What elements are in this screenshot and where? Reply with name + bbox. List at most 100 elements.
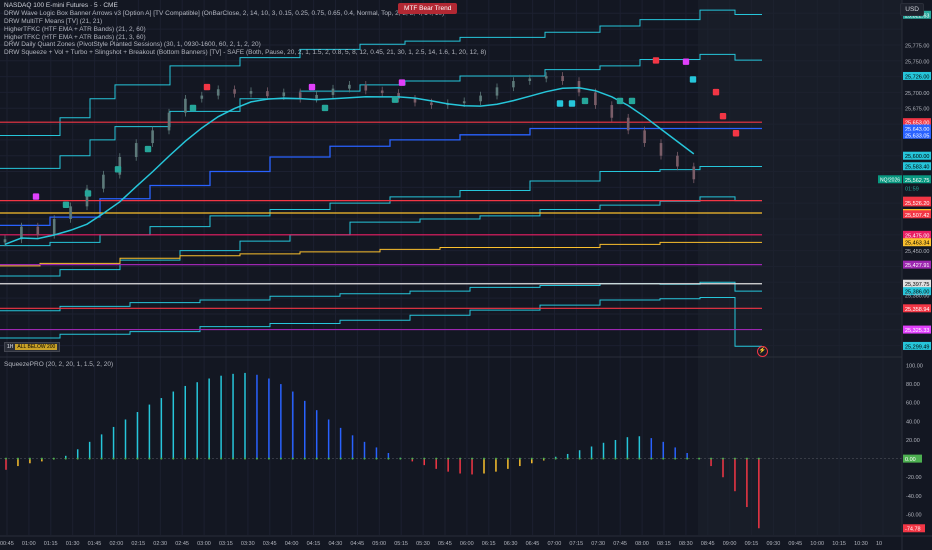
candle-body xyxy=(298,92,302,99)
indicator-htfkc-2[interactable]: HigherTFKC (HTF EMA + ATR Bands) (21, 2,… xyxy=(4,25,146,33)
squeeze-dot xyxy=(160,457,163,460)
time-label: 08:00 xyxy=(635,541,649,547)
osc-label: 80.00 xyxy=(906,382,920,388)
time-label: 09:45 xyxy=(788,541,802,547)
candle-body xyxy=(3,239,7,243)
candle-body xyxy=(544,75,548,79)
squeezepro-title[interactable]: SqueezePRO (20, 2, 20, 1, 1.5, 2, 20) xyxy=(4,361,114,368)
squeeze-dot xyxy=(375,457,378,460)
candle-body xyxy=(36,226,40,235)
price-label-bg xyxy=(903,175,931,184)
time-label: 10 xyxy=(876,541,882,547)
price-label: 25,633.05 xyxy=(905,133,929,139)
time-label: 06:15 xyxy=(482,541,496,547)
upper-keltner-3 xyxy=(0,9,762,136)
time-axis[interactable]: 00:45 01:00 01:15 01:30 01:45 02:00 02:15 02:30… xyxy=(0,541,882,547)
price-label: 25,775.00 xyxy=(905,43,929,49)
signal-marker xyxy=(84,190,92,197)
squeeze-dot xyxy=(745,457,748,460)
ema-line xyxy=(4,87,695,246)
squeeze-dot xyxy=(5,457,7,460)
candle-body xyxy=(167,112,171,131)
price-axis[interactable]: 25,822.63 25,775.00 25,750.00 25,726.00 25,7… xyxy=(878,10,931,351)
price-label: 25,526.20 xyxy=(905,201,929,207)
candle-body xyxy=(249,91,253,94)
signal-marker xyxy=(114,166,122,173)
price-label: 25,726.00 xyxy=(905,74,929,80)
signal-marker xyxy=(689,76,697,83)
timeframe-label: 1H xyxy=(7,344,14,350)
price-label: 25,675.00 xyxy=(905,107,929,113)
squeeze-dot xyxy=(76,457,79,460)
candle-body xyxy=(184,98,187,113)
price-label-bg xyxy=(903,341,931,350)
squeeze-dot xyxy=(602,457,605,460)
candle-body xyxy=(69,206,72,220)
candle-body xyxy=(380,90,384,94)
countdown-label: 01:59 xyxy=(905,186,919,192)
time-label: 01:00 xyxy=(22,541,36,547)
price-label-bg xyxy=(903,124,931,133)
indicator-wave-logic[interactable]: DRW Wave Logic Box Banner Arrows v3 [Opt… xyxy=(4,9,445,17)
indicator-htfkc-3[interactable]: HigherTFKC (HTF EMA + ATR Bands) (21, 3,… xyxy=(4,33,146,41)
squeeze-dot xyxy=(698,457,701,460)
lower-keltner-3 xyxy=(0,196,762,277)
squeeze-dot xyxy=(303,457,306,460)
squeeze-dot xyxy=(483,457,485,460)
price-label: 25,380.00 xyxy=(905,293,929,299)
lightning-icon[interactable]: ⚡ xyxy=(757,346,768,357)
oscillator-axis[interactable]: 100.00 80.00 60.00 40.00 20.00 0.00 -20.00 -40.… xyxy=(903,363,925,532)
time-label: 06:30 xyxy=(504,541,518,547)
price-label: 25,507.42 xyxy=(905,213,929,219)
timeframe-banner: 1H ALL BELOW 200 xyxy=(4,342,61,352)
squeeze-dot xyxy=(674,457,677,460)
squeeze-dot xyxy=(100,457,103,460)
time-label: 01:15 xyxy=(44,541,58,547)
time-label: 05:45 xyxy=(438,541,452,547)
symbol-title[interactable]: NASDAQ 100 E-mini Futures · 5 · CME xyxy=(4,2,118,9)
candle-body xyxy=(216,89,220,96)
osc-label: -40.00 xyxy=(906,494,922,500)
time-label: 06:00 xyxy=(460,541,474,547)
osc-zero-tag-bg xyxy=(903,454,922,463)
squeeze-dot xyxy=(722,457,724,460)
squeeze-dot xyxy=(339,457,342,460)
signal-marker xyxy=(712,88,720,96)
squeeze-dot xyxy=(459,457,462,460)
squeeze-dot xyxy=(327,457,330,460)
signal-marker xyxy=(203,83,211,91)
indicator-quant-zones[interactable]: DRW Daily Quant Zones (PivotStyle Plante… xyxy=(4,41,261,49)
price-label: 25,386.00 xyxy=(905,290,929,296)
currency-button[interactable]: USD xyxy=(900,3,924,16)
signal-marker xyxy=(556,100,564,107)
price-label: 25,750.00 xyxy=(905,59,929,65)
time-label: 04:45 xyxy=(350,541,364,547)
price-label-bg xyxy=(903,260,931,269)
candle-body xyxy=(413,98,417,103)
price-label: 25,397.75 xyxy=(905,282,929,288)
time-label: 04:30 xyxy=(329,541,343,547)
oscillator-pane xyxy=(0,372,902,529)
osc-label: 60.00 xyxy=(906,401,920,407)
time-label: 07:00 xyxy=(548,541,562,547)
time-label: 03:30 xyxy=(241,541,255,547)
indicator-multitf-means[interactable]: DRW MultiTF Means [TV] (21, 21) xyxy=(4,17,103,25)
squeeze-dot xyxy=(566,457,569,460)
squeeze-dot xyxy=(255,457,258,460)
signal-marker xyxy=(391,96,399,103)
squeeze-dot xyxy=(172,457,175,460)
squeeze-dot xyxy=(124,457,127,460)
candle-body xyxy=(331,88,335,95)
time-label: 04:00 xyxy=(285,541,299,547)
candle-body xyxy=(364,84,368,91)
indicator-squeeze-banners[interactable]: DRW Squeeze + Vol + Turbo + Slingshot + … xyxy=(4,49,487,57)
squeeze-dot xyxy=(399,457,402,460)
squeeze-dot xyxy=(423,457,426,460)
squeeze-dot xyxy=(184,457,187,460)
htf-mean-yellow xyxy=(0,241,762,267)
price-label: 25,450.00 xyxy=(905,249,929,255)
candle-body xyxy=(561,75,564,82)
candle-body xyxy=(315,94,318,99)
squeeze-dot xyxy=(136,457,139,460)
